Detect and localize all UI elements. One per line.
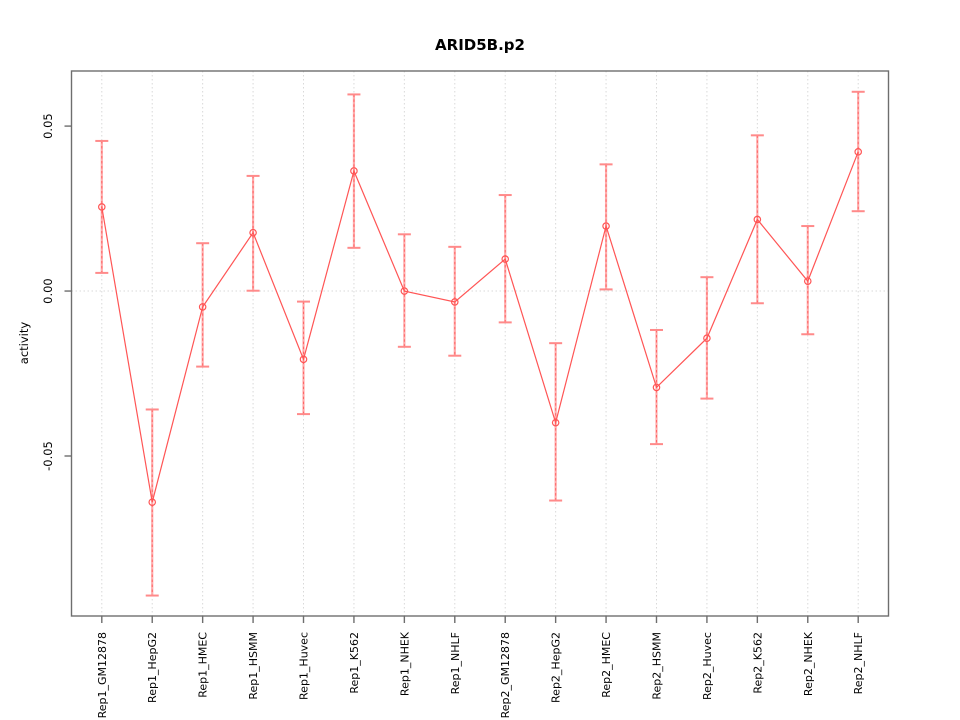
x-tick-label: Rep1_HSMM: [247, 632, 260, 700]
y-tick-label: 0.05: [41, 113, 55, 139]
x-tick-label: Rep2_NHLF: [852, 632, 865, 694]
x-tick-label: Rep1_HMEC: [197, 632, 210, 698]
data-point-marker: [753, 215, 762, 224]
data-point-marker: [400, 287, 409, 295]
data-point-marker: [198, 303, 207, 311]
x-tick-label: Rep1_K562: [348, 632, 361, 694]
x-tick-label: Rep2_K562: [751, 632, 764, 694]
data-point-marker: [854, 148, 863, 156]
x-tick-label: Rep1_NHLF: [449, 632, 462, 694]
x-tick-label: Rep2_Huvec: [701, 632, 714, 700]
y-axis-title: activity: [17, 321, 31, 365]
x-tick-label: Rep2_HSMM: [650, 632, 663, 700]
y-tick-label: 0.00: [41, 278, 55, 304]
data-point-marker: [249, 228, 257, 237]
x-tick-label: Rep2_GM12878: [499, 632, 512, 718]
x-tick-label: Rep2_NHEK: [802, 631, 815, 696]
data-point-marker: [450, 298, 459, 306]
data-point-marker: [652, 383, 661, 392]
data-point-marker: [551, 418, 560, 427]
data-point-marker: [703, 334, 711, 343]
data-point-marker: [803, 277, 812, 285]
data-point-marker: [98, 203, 106, 211]
data-point-marker: [602, 222, 610, 230]
data-point-marker: [148, 498, 157, 506]
x-tick-label: Rep1_NHEK: [398, 631, 411, 696]
y-tick-label: -0.05: [41, 441, 55, 471]
x-tick-label: Rep1_GM12878: [96, 632, 109, 718]
chart-title: ARID5B.p2: [435, 36, 525, 54]
plot-frame: [70, 70, 890, 617]
x-tick-label: Rep1_Huvec: [298, 632, 311, 700]
x-tick-label: Rep1_HepG2: [146, 632, 159, 703]
data-point-marker: [299, 355, 308, 364]
x-tick-label: Rep2_HepG2: [550, 632, 563, 703]
data-point-marker: [350, 167, 358, 175]
series-line: [101, 151, 859, 503]
x-tick-label: Rep2_HMEC: [600, 632, 613, 698]
data-point-marker: [501, 255, 510, 263]
